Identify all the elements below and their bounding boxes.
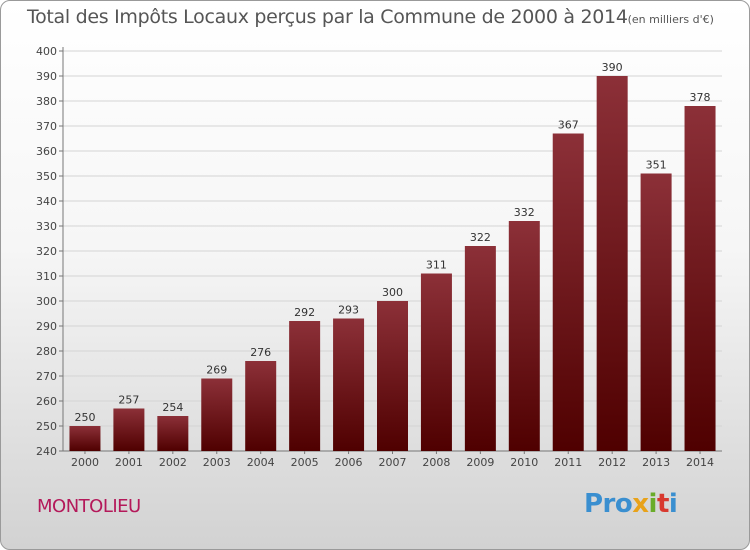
x-tick-label-2005: 2005 (291, 456, 319, 469)
data-label-2008: 311 (426, 259, 447, 272)
bar-2001 (113, 408, 145, 451)
chart-title-main: Total des Impôts Locaux perçus par la Co… (27, 6, 628, 28)
bar-2013 (640, 173, 672, 451)
bar-2008 (420, 273, 452, 451)
data-label-2001: 257 (118, 394, 139, 407)
x-tick-labels: 2000 2001 2002 2003 2004 2005 2006 2007 2008 2009… (71, 456, 714, 469)
x-tick-label-2007: 2007 (379, 456, 407, 469)
y-tick-label: 300 (36, 295, 57, 308)
x-tick-label-2000: 2000 (71, 456, 99, 469)
data-label-2007: 300 (382, 286, 403, 299)
chart-title-unit: (en milliers d'€) (627, 13, 714, 26)
bar-2011 (552, 133, 584, 451)
x-tick-label-2002: 2002 (159, 456, 187, 469)
y-tick-label: 310 (36, 270, 57, 283)
x-tick-label-2012: 2012 (598, 456, 626, 469)
y-tick-label: 390 (36, 70, 57, 83)
x-tick-label-2001: 2001 (115, 456, 143, 469)
data-label-2002: 254 (162, 401, 183, 414)
y-tick-label: 260 (36, 395, 57, 408)
data-labels: 250 257 254 269 276 292 293 300 311 322 332 367 390 3… (74, 61, 710, 424)
y-tick-label: 340 (36, 195, 57, 208)
x-tick-label-2008: 2008 (422, 456, 450, 469)
x-tick-label-2003: 2003 (203, 456, 231, 469)
bar-2002 (157, 416, 189, 451)
data-label-2011: 367 (558, 119, 579, 132)
x-tick-label-2006: 2006 (335, 456, 363, 469)
data-label-2009: 322 (470, 231, 491, 244)
x-tick-label-2013: 2013 (642, 456, 670, 469)
y-tick-label: 380 (36, 95, 57, 108)
y-tick-labels: 240 250 260 270 280 290 300 310 320 330 340 350 360 3… (36, 45, 57, 458)
bar-2012 (596, 76, 628, 451)
data-label-2003: 269 (206, 364, 227, 377)
data-label-2010: 332 (514, 206, 535, 219)
commune-name: MONTOLIEU (37, 496, 141, 517)
x-tick-label-2010: 2010 (510, 456, 538, 469)
y-tick-label: 330 (36, 220, 57, 233)
x-tick-label-2009: 2009 (466, 456, 494, 469)
y-tick-label: 370 (36, 120, 57, 133)
data-label-2004: 276 (250, 346, 271, 359)
bar-2003 (201, 378, 233, 451)
x-tick-label-2014: 2014 (686, 456, 714, 469)
bars (69, 76, 716, 451)
bar-2007 (377, 301, 408, 451)
y-tick-label: 320 (36, 245, 57, 258)
data-label-2000: 250 (74, 411, 95, 424)
bar-2009 (464, 246, 496, 451)
bar-2006 (333, 318, 365, 451)
bar-2005 (289, 321, 321, 451)
y-tick-label: 270 (36, 370, 57, 383)
x-tick-label-2011: 2011 (554, 456, 582, 469)
y-tick-label: 400 (36, 45, 57, 58)
data-label-2012: 390 (602, 61, 623, 74)
data-label-2013: 351 (646, 159, 667, 172)
bar-2000 (69, 426, 101, 451)
x-tick-label-2004: 2004 (247, 456, 275, 469)
data-label-2006: 293 (338, 304, 359, 317)
y-tick-label: 360 (36, 145, 57, 158)
y-tick-label: 280 (36, 345, 57, 358)
proxiti-logo: Proxiti (584, 489, 678, 519)
y-tick-label: 350 (36, 170, 57, 183)
y-tick-label: 240 (36, 445, 57, 458)
bar-2014 (684, 106, 716, 451)
bar-2010 (508, 221, 540, 451)
chart-title: Total des Impôts Locaux perçus par la Co… (27, 6, 714, 28)
y-tick-label: 250 (36, 420, 57, 433)
y-tick-label: 290 (36, 320, 57, 333)
bar-2004 (245, 361, 277, 451)
data-label-2014: 378 (690, 91, 711, 104)
data-label-2005: 292 (294, 306, 315, 319)
